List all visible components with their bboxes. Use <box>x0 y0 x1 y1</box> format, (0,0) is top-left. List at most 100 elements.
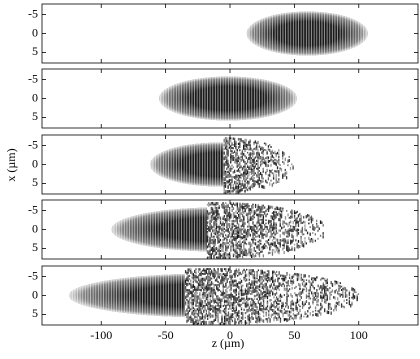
speckle <box>315 240 316 242</box>
speckle <box>247 166 248 168</box>
speckle <box>234 204 235 206</box>
speckle <box>204 300 205 302</box>
speckle <box>254 212 255 216</box>
speckle <box>327 282 328 284</box>
y-tick-label: -5 <box>28 202 38 216</box>
speckle <box>263 279 264 281</box>
speckle <box>251 159 252 162</box>
speckle <box>201 311 202 314</box>
speckle <box>256 168 257 170</box>
speckle <box>251 312 252 315</box>
speckle <box>219 273 220 276</box>
speckle <box>239 189 240 192</box>
speckle <box>260 243 261 245</box>
speckle <box>198 323 199 325</box>
speckle <box>224 158 225 160</box>
speckle <box>284 246 285 249</box>
speckle <box>336 283 337 285</box>
speckle <box>260 172 261 175</box>
speckle <box>249 279 250 281</box>
speckle <box>246 293 247 295</box>
speckle <box>310 226 311 228</box>
speckle <box>213 239 214 241</box>
speckle <box>191 304 192 306</box>
speckle <box>255 305 256 308</box>
speckle <box>228 205 229 207</box>
speckle <box>191 276 192 278</box>
speckle <box>277 303 278 305</box>
speckle <box>233 171 234 173</box>
speckle <box>186 296 187 298</box>
speckle <box>288 282 289 284</box>
speckle <box>272 169 273 171</box>
speckle <box>202 273 203 275</box>
speckle <box>274 237 275 240</box>
speckle <box>273 280 274 282</box>
speckle <box>263 171 264 173</box>
speckle <box>207 289 208 291</box>
speckle <box>281 310 282 314</box>
speckle <box>220 294 221 296</box>
speckle <box>340 295 341 297</box>
speckle <box>238 231 239 234</box>
speckle <box>265 245 266 247</box>
speckle <box>232 304 233 307</box>
speckle <box>246 254 247 256</box>
speckle <box>286 318 287 322</box>
speckle <box>246 283 247 285</box>
speckle <box>290 316 291 318</box>
speckle <box>269 171 270 174</box>
speckle <box>229 234 230 237</box>
speckle <box>211 249 212 251</box>
speckle <box>256 236 257 238</box>
speckle <box>212 242 213 244</box>
speckle <box>237 285 238 287</box>
speckle <box>222 249 223 253</box>
speckle <box>342 291 343 294</box>
speckle <box>232 206 233 208</box>
speckle <box>199 302 200 305</box>
speckle <box>246 206 247 209</box>
speckle <box>211 220 212 223</box>
speckle <box>254 304 255 307</box>
speckle <box>215 232 216 235</box>
speckle <box>235 251 236 254</box>
speckle <box>224 179 225 181</box>
speckle <box>284 284 285 287</box>
speckle <box>237 183 238 185</box>
speckle <box>236 315 237 318</box>
speckle <box>233 184 234 188</box>
speckle <box>239 143 240 145</box>
speckle <box>292 276 293 279</box>
y-tick-label: 5 <box>32 306 38 320</box>
speckle <box>208 215 209 217</box>
speckle <box>241 321 242 324</box>
speckle <box>320 279 321 281</box>
speckle <box>286 293 287 296</box>
speckle <box>261 156 262 159</box>
speckle <box>203 289 204 291</box>
speckle <box>269 230 270 233</box>
speckle <box>259 184 260 187</box>
speckle <box>263 284 264 287</box>
speckle <box>234 233 235 236</box>
speckle <box>220 305 221 308</box>
speckle <box>281 168 282 171</box>
speckle <box>238 186 239 189</box>
speckle <box>329 305 330 308</box>
speckle <box>227 319 228 321</box>
speckle <box>260 225 261 228</box>
speckle <box>238 269 239 272</box>
speckle <box>239 149 240 151</box>
speckle <box>285 305 286 307</box>
speckle <box>229 220 230 222</box>
speckle <box>274 233 275 235</box>
speckle <box>324 297 325 300</box>
speckle <box>306 230 307 232</box>
speckle <box>267 320 268 323</box>
speckle <box>203 297 204 299</box>
speckle <box>342 294 343 298</box>
speckle <box>284 278 285 281</box>
speckle <box>241 228 242 231</box>
speckle <box>318 313 319 317</box>
